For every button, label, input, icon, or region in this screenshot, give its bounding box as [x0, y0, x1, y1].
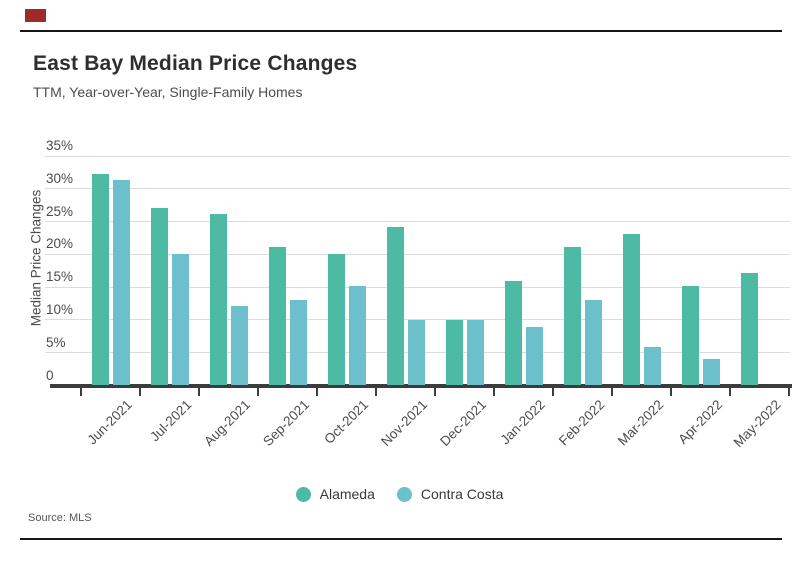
bar-alameda — [386, 227, 404, 386]
bar-alameda — [209, 213, 227, 386]
y-tick-label: 30% — [46, 170, 74, 186]
contra-costa-legend-dot-icon — [396, 486, 412, 502]
alameda-legend-dot-icon — [295, 486, 311, 502]
x-tick-label: Nov-2021 — [378, 397, 431, 450]
legend-label: Contra Costa — [420, 486, 504, 502]
bar-contra-costa — [584, 300, 602, 386]
bar-alameda — [622, 234, 640, 386]
bar-alameda — [445, 319, 463, 386]
bar-contra-costa — [230, 306, 248, 386]
bar-alameda — [740, 273, 758, 386]
x-tick-label: Sep-2021 — [260, 397, 313, 450]
x-tick-label: Jan-2022 — [497, 397, 549, 448]
y-tick-label: 25% — [46, 203, 74, 219]
bar-alameda — [681, 286, 699, 386]
top-divider-line — [20, 30, 782, 32]
x-axis-tick — [198, 388, 200, 396]
x-axis-tick — [375, 388, 377, 396]
bar-contra-costa — [466, 319, 484, 386]
chart-legend: Alameda Contra Costa — [0, 486, 799, 502]
x-axis-tick — [788, 388, 790, 396]
x-tick-label: Apr-2022 — [675, 397, 726, 447]
x-tick-label: Jul-2021 — [146, 397, 195, 445]
bar-alameda — [268, 247, 286, 386]
x-axis-tick — [493, 388, 495, 396]
x-axis-tick — [80, 388, 82, 396]
x-axis-tick — [139, 388, 141, 396]
y-axis-title: Median Price Changes — [28, 189, 44, 327]
x-axis-tick — [611, 388, 613, 396]
legend-item-contra-costa: Contra Costa — [396, 486, 504, 502]
bar-contra-costa — [348, 286, 366, 386]
x-axis-baseline — [50, 384, 792, 388]
y-tick-label: 0 — [46, 367, 54, 383]
x-tick-label: May-2022 — [731, 397, 785, 451]
y-tick-label: 10% — [46, 301, 74, 317]
bar-contra-costa — [702, 358, 720, 386]
bar-alameda — [327, 254, 345, 386]
x-tick-label: Mar-2022 — [614, 397, 667, 449]
x-axis-tick — [670, 388, 672, 396]
y-tick-label: 35% — [46, 138, 74, 153]
y-tick-label: 5% — [46, 334, 66, 350]
y-tick-label: 20% — [46, 236, 74, 252]
chart-title: East Bay Median Price Changes — [33, 52, 358, 75]
bar-contra-costa — [289, 300, 307, 386]
x-axis-tick — [552, 388, 554, 396]
bar-contra-costa — [112, 180, 130, 386]
brand-logo-mark — [25, 9, 46, 22]
source-note: Source: MLS — [28, 512, 92, 524]
bar-contra-costa — [407, 319, 425, 386]
bar-alameda — [91, 173, 109, 386]
legend-label: Alameda — [319, 486, 375, 502]
x-tick-label: Dec-2021 — [437, 397, 490, 450]
bar-contra-costa — [525, 327, 543, 386]
y-gridline — [45, 155, 790, 157]
bar-alameda — [563, 247, 581, 386]
y-gridline — [45, 286, 790, 288]
bottom-divider-line — [20, 538, 782, 540]
y-gridline — [45, 253, 790, 255]
legend-item-alameda: Alameda — [295, 486, 375, 502]
x-tick-label: Jun-2021 — [84, 397, 136, 448]
x-axis-tick — [316, 388, 318, 396]
x-tick-label: Oct-2021 — [321, 397, 372, 447]
bar-contra-costa — [643, 346, 661, 386]
x-axis-tick — [729, 388, 731, 396]
y-gridline — [45, 221, 790, 223]
y-tick-label: 15% — [46, 269, 74, 285]
x-axis-tick — [257, 388, 259, 396]
bar-alameda — [150, 207, 168, 386]
x-axis-tick — [434, 388, 436, 396]
bar-alameda — [504, 280, 522, 386]
x-tick-label: Aug-2021 — [201, 397, 254, 450]
chart-subtitle: TTM, Year-over-Year, Single-Family Homes — [33, 84, 303, 100]
y-gridline — [45, 188, 790, 190]
bar-contra-costa — [171, 254, 189, 386]
x-tick-label: Feb-2022 — [555, 397, 608, 449]
